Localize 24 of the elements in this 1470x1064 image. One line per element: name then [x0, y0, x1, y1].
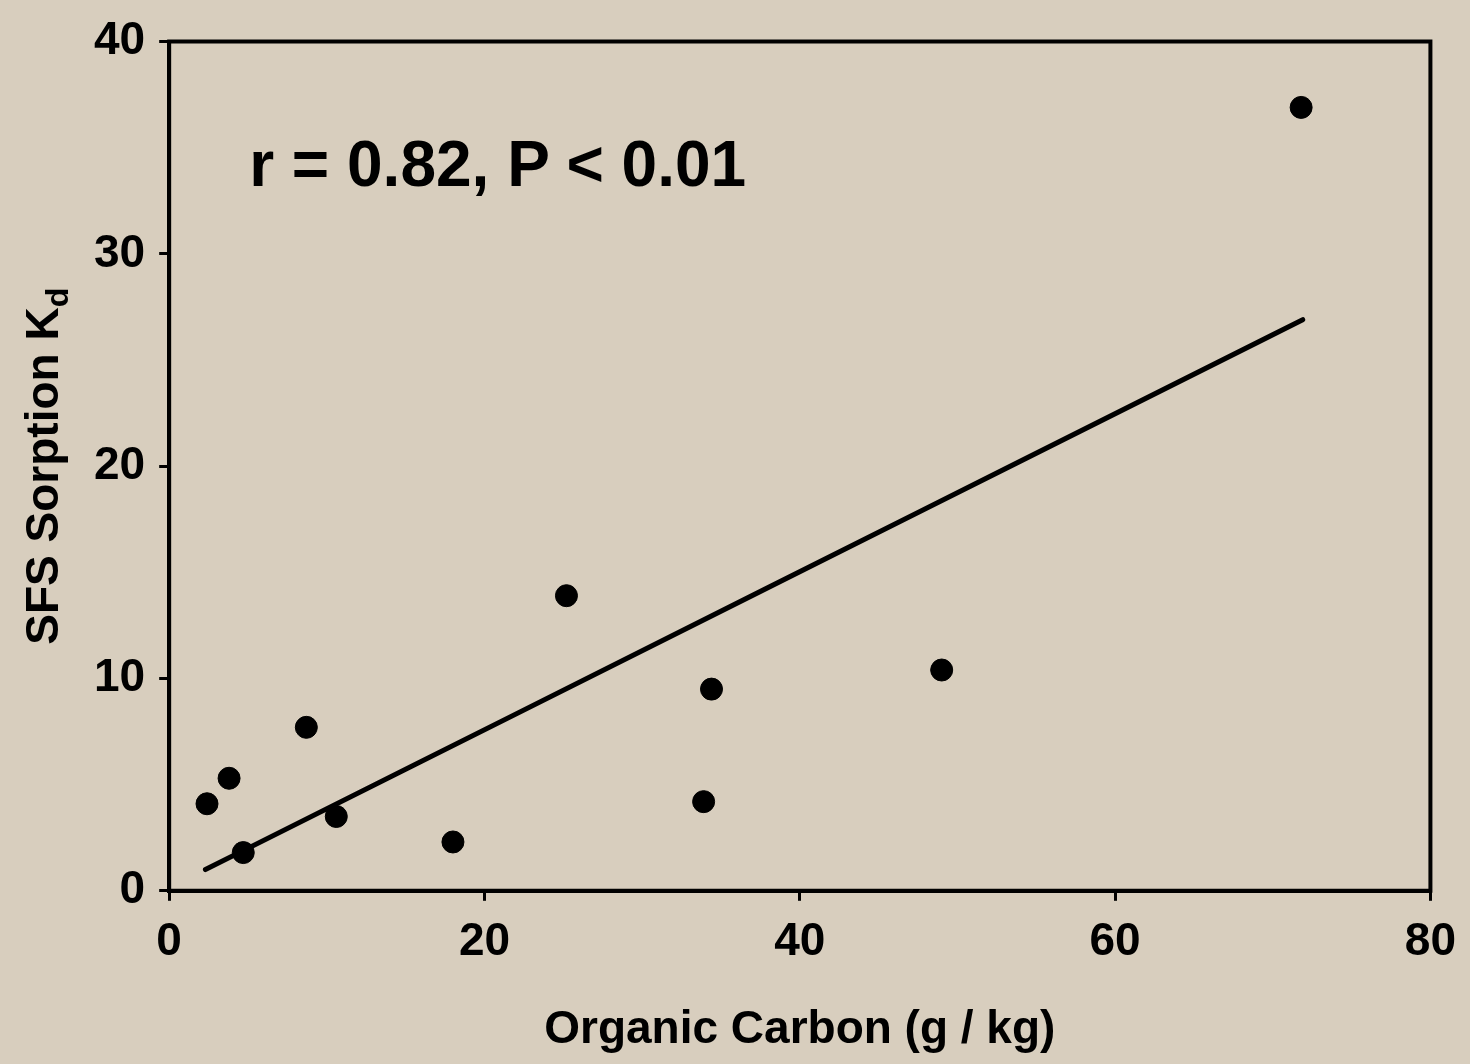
point [324, 805, 348, 828]
point [930, 658, 954, 682]
y-tick-label: 20 [93, 436, 146, 489]
y-tick-label: 40 [93, 12, 146, 65]
x-tick-label: 40 [774, 913, 826, 966]
point [231, 841, 255, 865]
x-tick-label: 0 [156, 913, 182, 966]
point [195, 792, 219, 816]
point [217, 766, 241, 790]
y-tick-label: 0 [119, 861, 146, 914]
point [441, 830, 465, 854]
x-tick-label: 20 [458, 913, 511, 966]
annotation: r = 0.82, P < 0.01 [249, 127, 747, 200]
y-axis-title: SFS Sorption Kd [15, 287, 75, 645]
point [294, 715, 318, 739]
y-tick-label: 30 [93, 224, 146, 277]
point [1289, 95, 1313, 119]
x-axis-title: Organic Carbon (g / kg) [544, 1000, 1056, 1053]
y-tick-label: 10 [93, 649, 146, 702]
point [692, 790, 716, 814]
point [554, 584, 578, 608]
point [700, 677, 723, 701]
x-tick-label: 80 [1404, 913, 1456, 966]
x-tick-label: 60 [1089, 913, 1141, 966]
